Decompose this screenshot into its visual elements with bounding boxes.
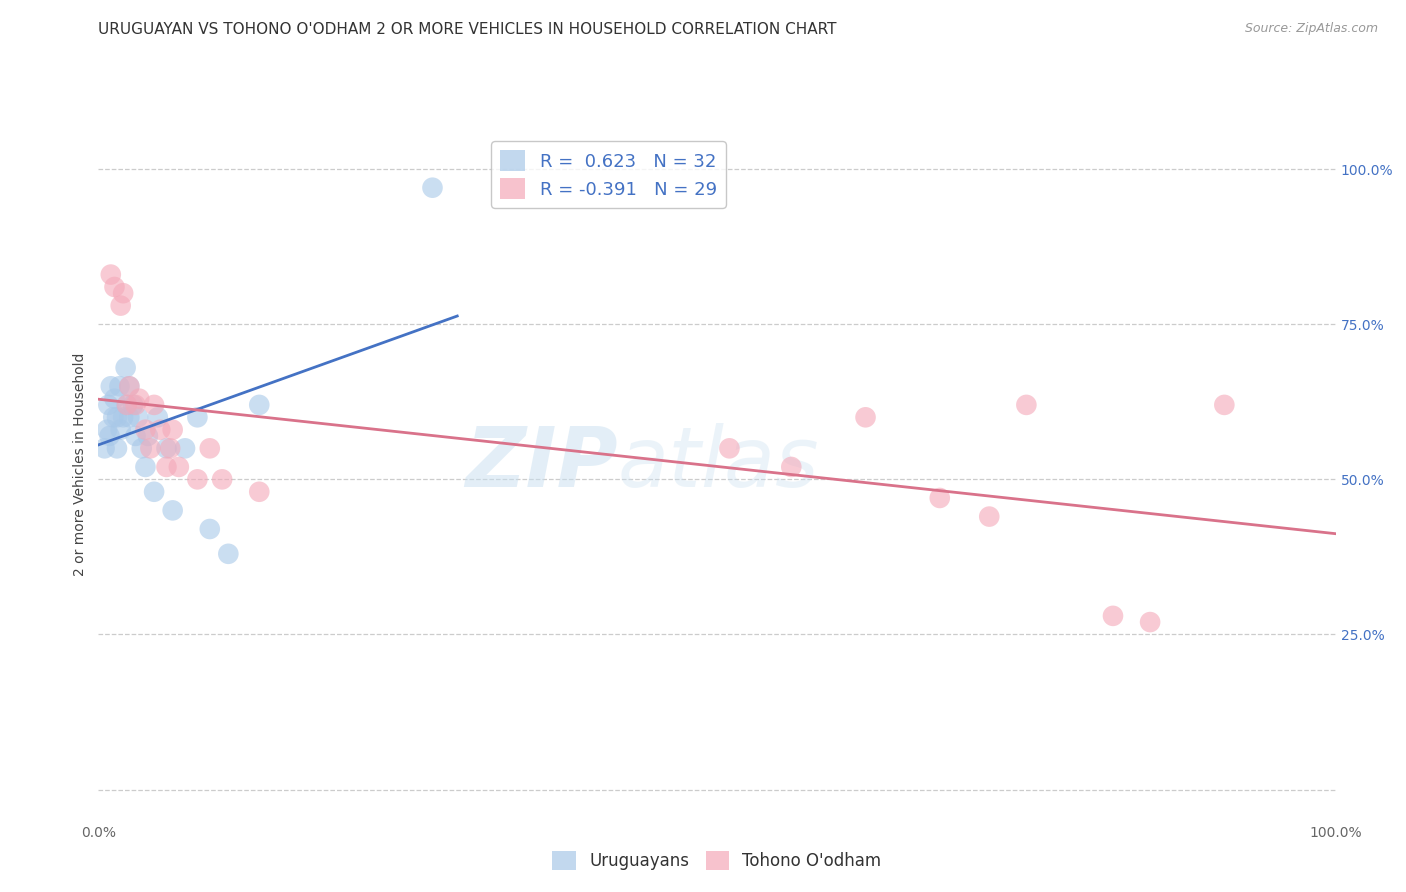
Point	[115, 398, 138, 412]
Point	[162, 423, 184, 437]
Point	[110, 423, 132, 437]
Point	[127, 410, 149, 425]
Point	[122, 398, 145, 412]
Point	[928, 491, 950, 505]
Point	[136, 429, 159, 443]
Point	[118, 410, 141, 425]
Point	[718, 442, 741, 456]
Point	[198, 522, 221, 536]
Y-axis label: 2 or more Vehicles in Household: 2 or more Vehicles in Household	[73, 352, 87, 575]
Point	[93, 442, 115, 456]
Point	[247, 484, 270, 499]
Point	[96, 423, 118, 437]
Point	[1102, 608, 1125, 623]
Point	[98, 429, 121, 443]
Point	[149, 423, 172, 437]
Point	[97, 398, 120, 412]
Point	[855, 410, 877, 425]
Point	[155, 459, 177, 474]
Point	[159, 442, 181, 456]
Point	[124, 398, 146, 412]
Point	[103, 410, 125, 425]
Legend: Uruguayans, Tohono O'odham: Uruguayans, Tohono O'odham	[546, 844, 889, 877]
Point	[1015, 398, 1038, 412]
Point	[143, 398, 166, 412]
Point	[217, 547, 239, 561]
Point	[1213, 398, 1236, 412]
Point	[118, 379, 141, 393]
Point	[211, 472, 233, 486]
Text: URUGUAYAN VS TOHONO O'ODHAM 2 OR MORE VEHICLES IN HOUSEHOLD CORRELATION CHART: URUGUAYAN VS TOHONO O'ODHAM 2 OR MORE VE…	[98, 22, 837, 37]
Point	[134, 423, 156, 437]
Point	[131, 442, 153, 456]
Point	[124, 429, 146, 443]
Point	[198, 442, 221, 456]
Point	[108, 379, 131, 393]
Point	[422, 180, 444, 194]
Point	[1139, 615, 1161, 629]
Point	[112, 410, 135, 425]
Point	[174, 442, 197, 456]
Point	[979, 509, 1001, 524]
Point	[105, 410, 128, 425]
Point	[114, 360, 136, 375]
Text: Source: ZipAtlas.com: Source: ZipAtlas.com	[1244, 22, 1378, 36]
Point	[115, 398, 138, 412]
Point	[247, 398, 270, 412]
Point	[128, 392, 150, 406]
Point	[139, 442, 162, 456]
Point	[105, 442, 128, 456]
Point	[103, 280, 125, 294]
Point	[780, 459, 803, 474]
Point	[162, 503, 184, 517]
Point	[100, 268, 122, 282]
Point	[155, 442, 177, 456]
Point	[100, 379, 122, 393]
Point	[146, 410, 169, 425]
Point	[112, 286, 135, 301]
Point	[143, 484, 166, 499]
Point	[186, 472, 208, 486]
Point	[134, 459, 156, 474]
Point	[186, 410, 208, 425]
Point	[110, 299, 132, 313]
Point	[118, 379, 141, 393]
Point	[167, 459, 190, 474]
Text: ZIP: ZIP	[465, 424, 619, 504]
Point	[103, 392, 125, 406]
Text: atlas: atlas	[619, 424, 820, 504]
